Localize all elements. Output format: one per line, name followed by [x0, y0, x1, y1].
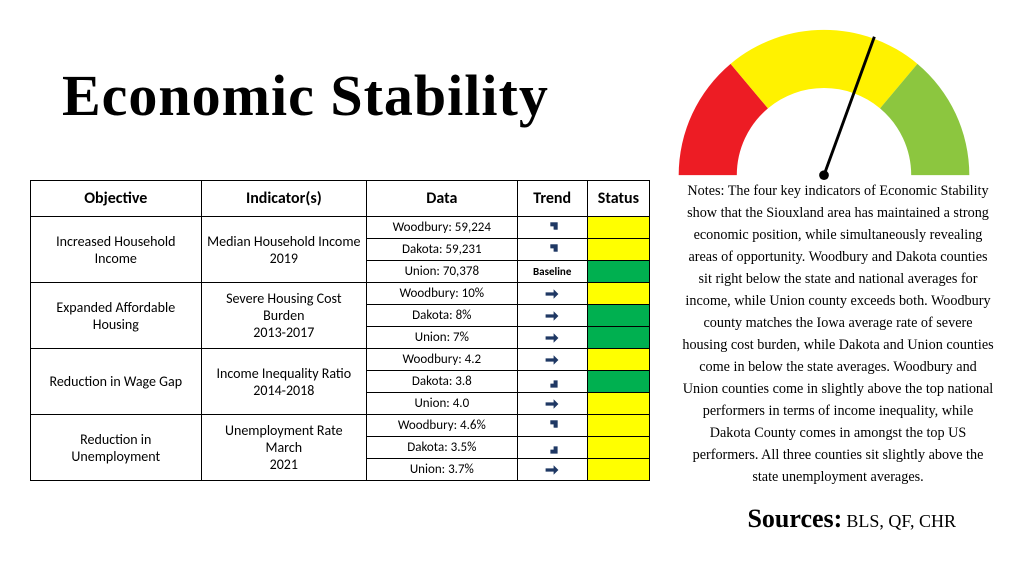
trend-arrow-icon	[544, 220, 560, 235]
cell-objective: Increased Household Income	[31, 217, 202, 283]
cell-status	[587, 415, 649, 437]
cell-data: Union: 7%	[367, 327, 517, 349]
trend-arrow-icon	[544, 396, 560, 411]
table-header-row: Objective Indicator(s) Data Trend Status	[31, 181, 650, 217]
th-indicator: Indicator(s)	[201, 181, 367, 217]
th-objective: Objective	[31, 181, 202, 217]
cell-data: Woodbury: 10%	[367, 283, 517, 305]
cell-trend	[517, 437, 587, 459]
cell-objective: Reduction in Unemployment	[31, 415, 202, 481]
cell-status	[587, 327, 649, 349]
cell-trend	[517, 415, 587, 437]
cell-data: Dakota: 8%	[367, 305, 517, 327]
cell-status	[587, 261, 649, 283]
table-row: Reduction in Wage GapIncome Inequality R…	[31, 349, 650, 371]
trend-arrow-icon	[544, 308, 560, 323]
cell-status	[587, 371, 649, 393]
cell-data: Union: 4.0	[367, 393, 517, 415]
indicators-table-wrap: Objective Indicator(s) Data Trend Status…	[30, 180, 650, 481]
notes-text: Notes: The four key indicators of Econom…	[682, 180, 994, 488]
cell-trend	[517, 371, 587, 393]
cell-status	[587, 305, 649, 327]
trend-arrow-icon	[544, 440, 560, 455]
cell-data: Union: 70,378	[367, 261, 517, 283]
cell-trend	[517, 393, 587, 415]
cell-indicator: Unemployment Rate March2021	[201, 415, 367, 481]
cell-trend	[517, 327, 587, 349]
cell-data: Union: 3.7%	[367, 459, 517, 481]
table-row: Expanded Affordable HousingSevere Housin…	[31, 283, 650, 305]
th-data: Data	[367, 181, 517, 217]
cell-trend	[517, 459, 587, 481]
cell-indicator: Income Inequality Ratio2014-2018	[201, 349, 367, 415]
cell-status	[587, 283, 649, 305]
trend-arrow-icon	[544, 330, 560, 345]
table-row: Reduction in UnemploymentUnemployment Ra…	[31, 415, 650, 437]
cell-indicator: Median Household Income2019	[201, 217, 367, 283]
table-body: Increased Household IncomeMedian Househo…	[31, 217, 650, 481]
sources-value: BLS, QF, CHR	[846, 511, 956, 531]
sources-label: Sources:	[747, 504, 842, 533]
sources-line: Sources: BLS, QF, CHR	[747, 504, 956, 534]
table-row: Increased Household IncomeMedian Househo…	[31, 217, 650, 239]
page-title: Economic Stability	[62, 62, 549, 129]
cell-data: Dakota: 3.5%	[367, 437, 517, 459]
cell-status	[587, 393, 649, 415]
th-trend: Trend	[517, 181, 587, 217]
cell-data: Woodbury: 4.2	[367, 349, 517, 371]
cell-data: Woodbury: 4.6%	[367, 415, 517, 437]
cell-data: Dakota: 59,231	[367, 239, 517, 261]
gauge-svg	[669, 20, 979, 185]
cell-objective: Reduction in Wage Gap	[31, 349, 202, 415]
trend-arrow-icon	[544, 462, 560, 477]
cell-status	[587, 349, 649, 371]
cell-trend	[517, 349, 587, 371]
cell-data: Woodbury: 59,224	[367, 217, 517, 239]
trend-arrow-icon	[544, 374, 560, 389]
gauge-hub	[819, 170, 829, 180]
trend-arrow-icon	[544, 418, 560, 433]
trend-arrow-icon	[544, 242, 560, 257]
cell-status	[587, 437, 649, 459]
indicators-table: Objective Indicator(s) Data Trend Status…	[30, 180, 650, 481]
th-status: Status	[587, 181, 649, 217]
gauge-segment	[731, 30, 918, 109]
cell-status	[587, 459, 649, 481]
cell-status	[587, 239, 649, 261]
trend-arrow-icon	[544, 286, 560, 301]
cell-status	[587, 217, 649, 239]
gauge-chart	[669, 20, 979, 185]
cell-trend	[517, 217, 587, 239]
cell-objective: Expanded Affordable Housing	[31, 283, 202, 349]
cell-trend	[517, 239, 587, 261]
cell-indicator: Severe Housing Cost Burden2013-2017	[201, 283, 367, 349]
trend-arrow-icon	[544, 352, 560, 367]
cell-trend	[517, 283, 587, 305]
cell-data: Dakota: 3.8	[367, 371, 517, 393]
cell-trend	[517, 305, 587, 327]
cell-trend: Baseline	[517, 261, 587, 283]
